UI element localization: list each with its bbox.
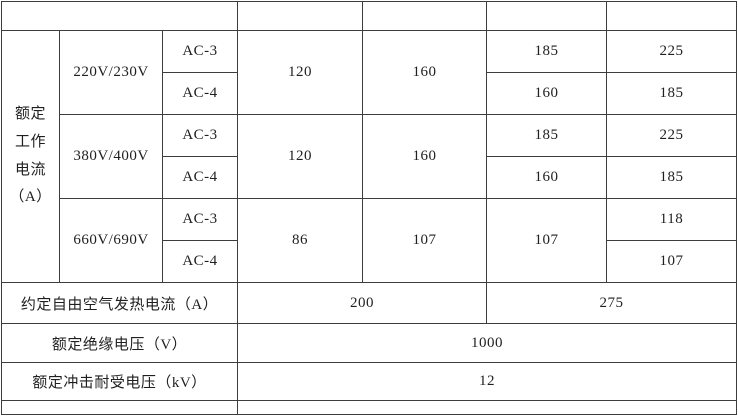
col-header-tgca-120: TGCA-120 <box>237 1 363 31</box>
cell-voltage-220v: 220V/230V <box>59 30 163 115</box>
col-header-tgca-160: TGCA-160 <box>362 1 487 31</box>
cell-category-ac4: AC-4 <box>162 240 238 283</box>
col-header-tgca-225: TGCA-225 <box>606 1 737 31</box>
cell-value-120: 120 <box>237 114 363 199</box>
table-row-insulation-voltage: 额定绝缘电压（V） 1000 <box>1 323 737 363</box>
cell-value-107: 107 <box>606 240 737 283</box>
cell-value-107: 107 <box>362 198 487 283</box>
table-row: AC-4 107 <box>2 240 737 283</box>
cell-value-107: 107 <box>486 198 607 283</box>
row-label-insulation-voltage: 额定绝缘电压（V） <box>1 323 238 363</box>
cell-value-118: 118 <box>606 198 737 241</box>
cell-value-160: 160 <box>486 72 607 115</box>
cell-value-120: 120 <box>237 30 363 115</box>
cell-voltage-380v: 380V/400V <box>59 114 163 199</box>
cell-value-185: 185 <box>606 156 737 199</box>
col-header-model: 型号 <box>1 1 238 31</box>
cell-clipped <box>1 400 238 415</box>
cell-value-1000: 1000 <box>237 323 737 363</box>
row-label-impulse-voltage: 额定冲击耐受电压（kV） <box>1 362 238 401</box>
cell-category-ac3: AC-3 <box>162 30 238 73</box>
cell-value-225: 225 <box>606 30 737 73</box>
cell-value-225: 225 <box>606 114 737 157</box>
row-label-thermal-current: 约定自由空气发热电流（A） <box>1 282 238 324</box>
cell-value-160: 160 <box>362 30 487 115</box>
cell-category-ac3: AC-3 <box>162 198 238 241</box>
cell-voltage-660v: 660V/690V <box>59 198 163 283</box>
cell-value-86: 86 <box>237 198 363 283</box>
cell-value-185: 185 <box>486 30 607 73</box>
table-row: AC-4 160 185 <box>2 72 737 115</box>
cell-value-185: 185 <box>606 72 737 115</box>
table-row: 380V/400V AC-3 120 160 185 225 <box>2 114 737 199</box>
cell-value-275: 275 <box>486 282 737 324</box>
cell-category-ac4: AC-4 <box>162 156 238 199</box>
row-group-label-rated-current: 额定 工作 电流 （A） <box>1 30 60 283</box>
cell-category-ac4: AC-4 <box>162 72 238 115</box>
cell-value-185: 185 <box>486 114 607 157</box>
table-row-impulse-voltage: 额定冲击耐受电压（kV） 12 <box>1 362 737 401</box>
header-row: 型号 TGCA-120 TGCA-160 TGCA-185 TGCA-225 <box>1 1 737 31</box>
table-row-thermal-current: 约定自由空气发热电流（A） 200 275 <box>1 282 737 324</box>
table-row: AC-4 160 185 <box>2 156 737 199</box>
table-row: 660V/690V AC-3 86 107 107 118 <box>2 198 737 283</box>
cell-category-ac3: AC-3 <box>162 114 238 157</box>
cell-value-200: 200 <box>237 282 487 324</box>
table-row-clipped <box>1 400 737 415</box>
cell-clipped <box>237 400 737 415</box>
table-row: 额定 工作 电流 （A） 220V/230V AC-3 120 160 185 … <box>1 30 737 283</box>
cell-value-160: 160 <box>362 114 487 199</box>
cell-value-160: 160 <box>486 156 607 199</box>
col-header-tgca-185: TGCA-185 <box>486 1 607 31</box>
cell-value-12: 12 <box>237 362 737 401</box>
